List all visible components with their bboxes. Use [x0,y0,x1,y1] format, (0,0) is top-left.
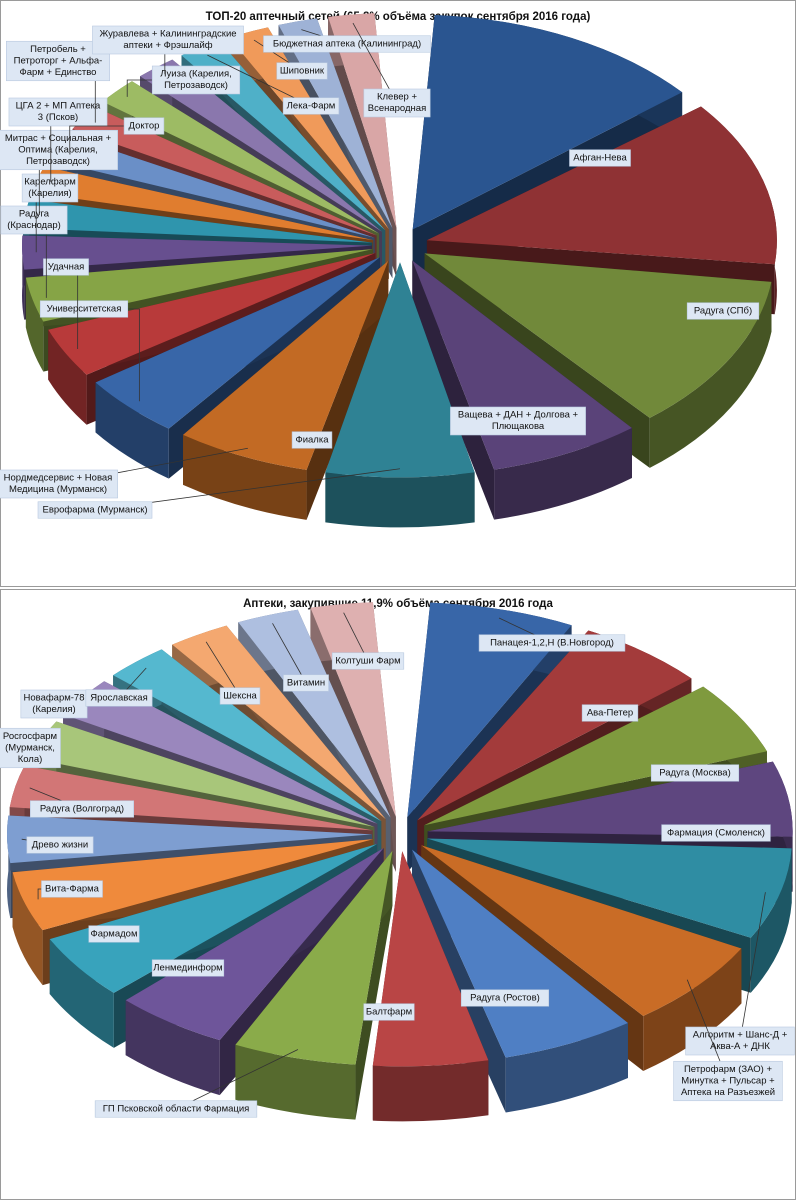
pie-slice-9 [235,850,393,1120]
pie-label-17: Ярославская [85,667,153,707]
pie-label-text: Радуга (Краснодар) [7,209,61,232]
pie-label-6: Петрофарм (ЗАО) + Минутка + Пульсар + Апте… [673,979,783,1102]
pie-label-text: Петрофарм (ЗАО) + Минутка + Пульсар + Апте… [681,1064,775,1098]
pie-label-13: Доктор [69,117,165,151]
pie-label-7: Университетская [39,300,140,402]
pie-label-text: Шексна [223,690,257,701]
pie-label-15: Росгосфарм (Мурманск, Кола) [0,727,61,769]
pie-label-3: Радуга (Москва) [650,764,740,782]
pie-label-14: Петробель + Петроторг + Альфа-Фарм + Един… [6,40,111,123]
pie-label-13: Древо жизни [21,836,94,854]
pie-label-18: Шиповник [253,39,328,80]
pie-label-text: Петробель + Петроторг + Альфа-Фарм + Един… [14,44,103,78]
pie-label-text: Балтфарм [366,1006,412,1017]
pie-labels: Панацея-1,2,Н (В.Новгород) Ава-Петер Радуг… [0,612,795,1118]
pie-label-3: Ващева + ДАН + Долгова + Плющакова [450,406,586,436]
pie-label-text: Бюджетная аптека (Калининград) [273,38,421,49]
pie-label-text: Удачная [48,261,85,272]
pie-label-text: Радуга (Москва) [659,767,731,778]
pie-slice-7 [412,849,628,1113]
pie-label-text: Клевер + Всенародная [368,92,426,115]
pie-label-text: Алгоритм + Шанс-Д + Аква-А + ДНК [693,1030,788,1053]
pie-label-text: Фармация (Смоленск) [667,827,765,838]
pie-label-19: Витамин [272,623,329,692]
pie-label-5: Еврофарма (Мурманск) [37,468,401,519]
pie-label-text: Радуга (Ростов) [470,992,540,1003]
pie-label-text: Фармадом [91,928,138,939]
pie-label-7: Радуга (Ростов) [460,989,550,1007]
pie-label-text: Новафарм-78 (Карелия) [23,693,84,716]
pie-label-text: Еврофарма (Мурманск) [42,504,147,515]
pie-label-18: Шексна [205,641,261,705]
pie-label-9: ГП Псковской области Фармация [94,1049,299,1118]
pie-label-text: Доктор [129,120,160,131]
pie-chart-top: Афган-Нева Радуга (СПб) Ващева + ДАН + Дол… [0,13,777,528]
pie-label-text: Росгосфарм (Мурманск, Кола) [3,731,57,765]
pie-label-text: Радуга (СПб) [694,305,752,316]
pie-label-text: Лека-Фарм [287,100,336,111]
pie-label-text: Ярославская [90,692,148,703]
pie-label-10: Ленмединформ [151,959,225,977]
pie-label-12: ЦГА 2 + МП Аптека 3 (Псков) [8,97,108,182]
pie-chart-bottom: Панацея-1,2,Н (В.Новгород) Ава-Петер Радуг… [0,602,795,1122]
pie-label-8: Удачная [43,258,89,349]
pie-label-text: Луиза (Карелия, Петрозаводск) [160,69,232,92]
pie-label-text: Вита-Фарма [45,883,100,894]
pie-label-text: Митрас + Социальная + Оптима (Карелия, Пет… [5,133,112,167]
pie-label-text: Фиалка [295,434,329,445]
pie-label-12: Вита-Фарма [37,880,103,900]
pie-label-text: Радуга (Волгоград) [40,803,124,814]
pie-slice-5 [325,262,475,528]
pie-label-1: Афган-Нева [569,149,631,167]
pie-label-16: Журавлева + Калининградские аптеки + Фрэш… [92,25,244,75]
pie-label-10: Карелфарм (Карелия) [21,173,79,253]
pie-label-text: Ленмединформ [153,962,222,973]
pie-label-4: Фармация (Смоленск) [661,824,771,842]
pie-label-text: Древо жизни [32,839,88,850]
pie-label-11: Фармадом [88,925,140,943]
pie-label-text: Университетская [47,303,122,314]
pie-label-text: Панацея-1,2,Н (В.Новгород) [490,637,614,648]
pie-label-17: Лека-Фарм [207,54,340,115]
pie-label-9: Радуга (Краснодар) [0,205,68,298]
pie-label-6: Нордмедсервис + Новая Медицина (Мурманск) [0,447,248,499]
pie-label-8: Балтфарм [363,1003,415,1021]
pie-label-5: Алгоритм + Шанс-Д + Аква-А + ДНК [685,892,795,1056]
pie-label-text: Шиповник [280,65,325,76]
pie-label-19: Бюджетная аптека (Калининград) [263,29,431,53]
pie-label-text: Афган-Нева [573,152,627,163]
chart-title-top: ТОП-20 аптечный сетей (65,8% объёма заку… [205,11,591,23]
pie-label-text: ГП Псковской области Фармация [103,1103,250,1114]
pie-label-text: Колтуши Фарм [335,655,400,666]
pie-label-text: Витамин [287,677,325,688]
pie-label-text: Ава-Петер [587,707,633,718]
pie-slice-6 [183,260,389,520]
pie-label-text: Журавлева + Калининградские аптеки + Фрэш… [99,29,236,52]
pie-label-text: Карелфарм (Карелия) [24,177,76,200]
pie-label-4: Фиалка [291,431,333,449]
pie-label-16: Новафарм-78 (Карелия) [20,689,95,719]
pie-label-2: Радуга (СПб) [686,302,760,320]
pie-slices [7,602,793,1122]
pie-label-2: Ава-Петер [581,704,639,722]
pie-labels: Афган-Нева Радуга (СПб) Ващева + ДАН + Дол… [0,22,760,519]
pie-label-1: Панацея-1,2,Н (В.Новгород) [478,617,626,652]
pie-label-20: Клевер + Всенародная [352,22,431,118]
pie-label-text: Ващева + ДАН + Долгова + Плющакова [458,410,579,433]
pie-label-text: Нордмедсервис + Новая Медицина (Мурманск) [4,473,113,496]
pie-label-14: Радуга (Волгоград) [29,787,135,818]
pie-label-15: Луиза (Карелия, Петрозаводск) [126,65,241,97]
pie-label-text: ЦГА 2 + МП Аптека 3 (Псков) [16,101,101,124]
pie-label-11: Митрас + Социальная + Оптима (Карелия, Пет… [0,129,118,215]
pie-label-20: Колтуши Фарм [331,612,405,670]
